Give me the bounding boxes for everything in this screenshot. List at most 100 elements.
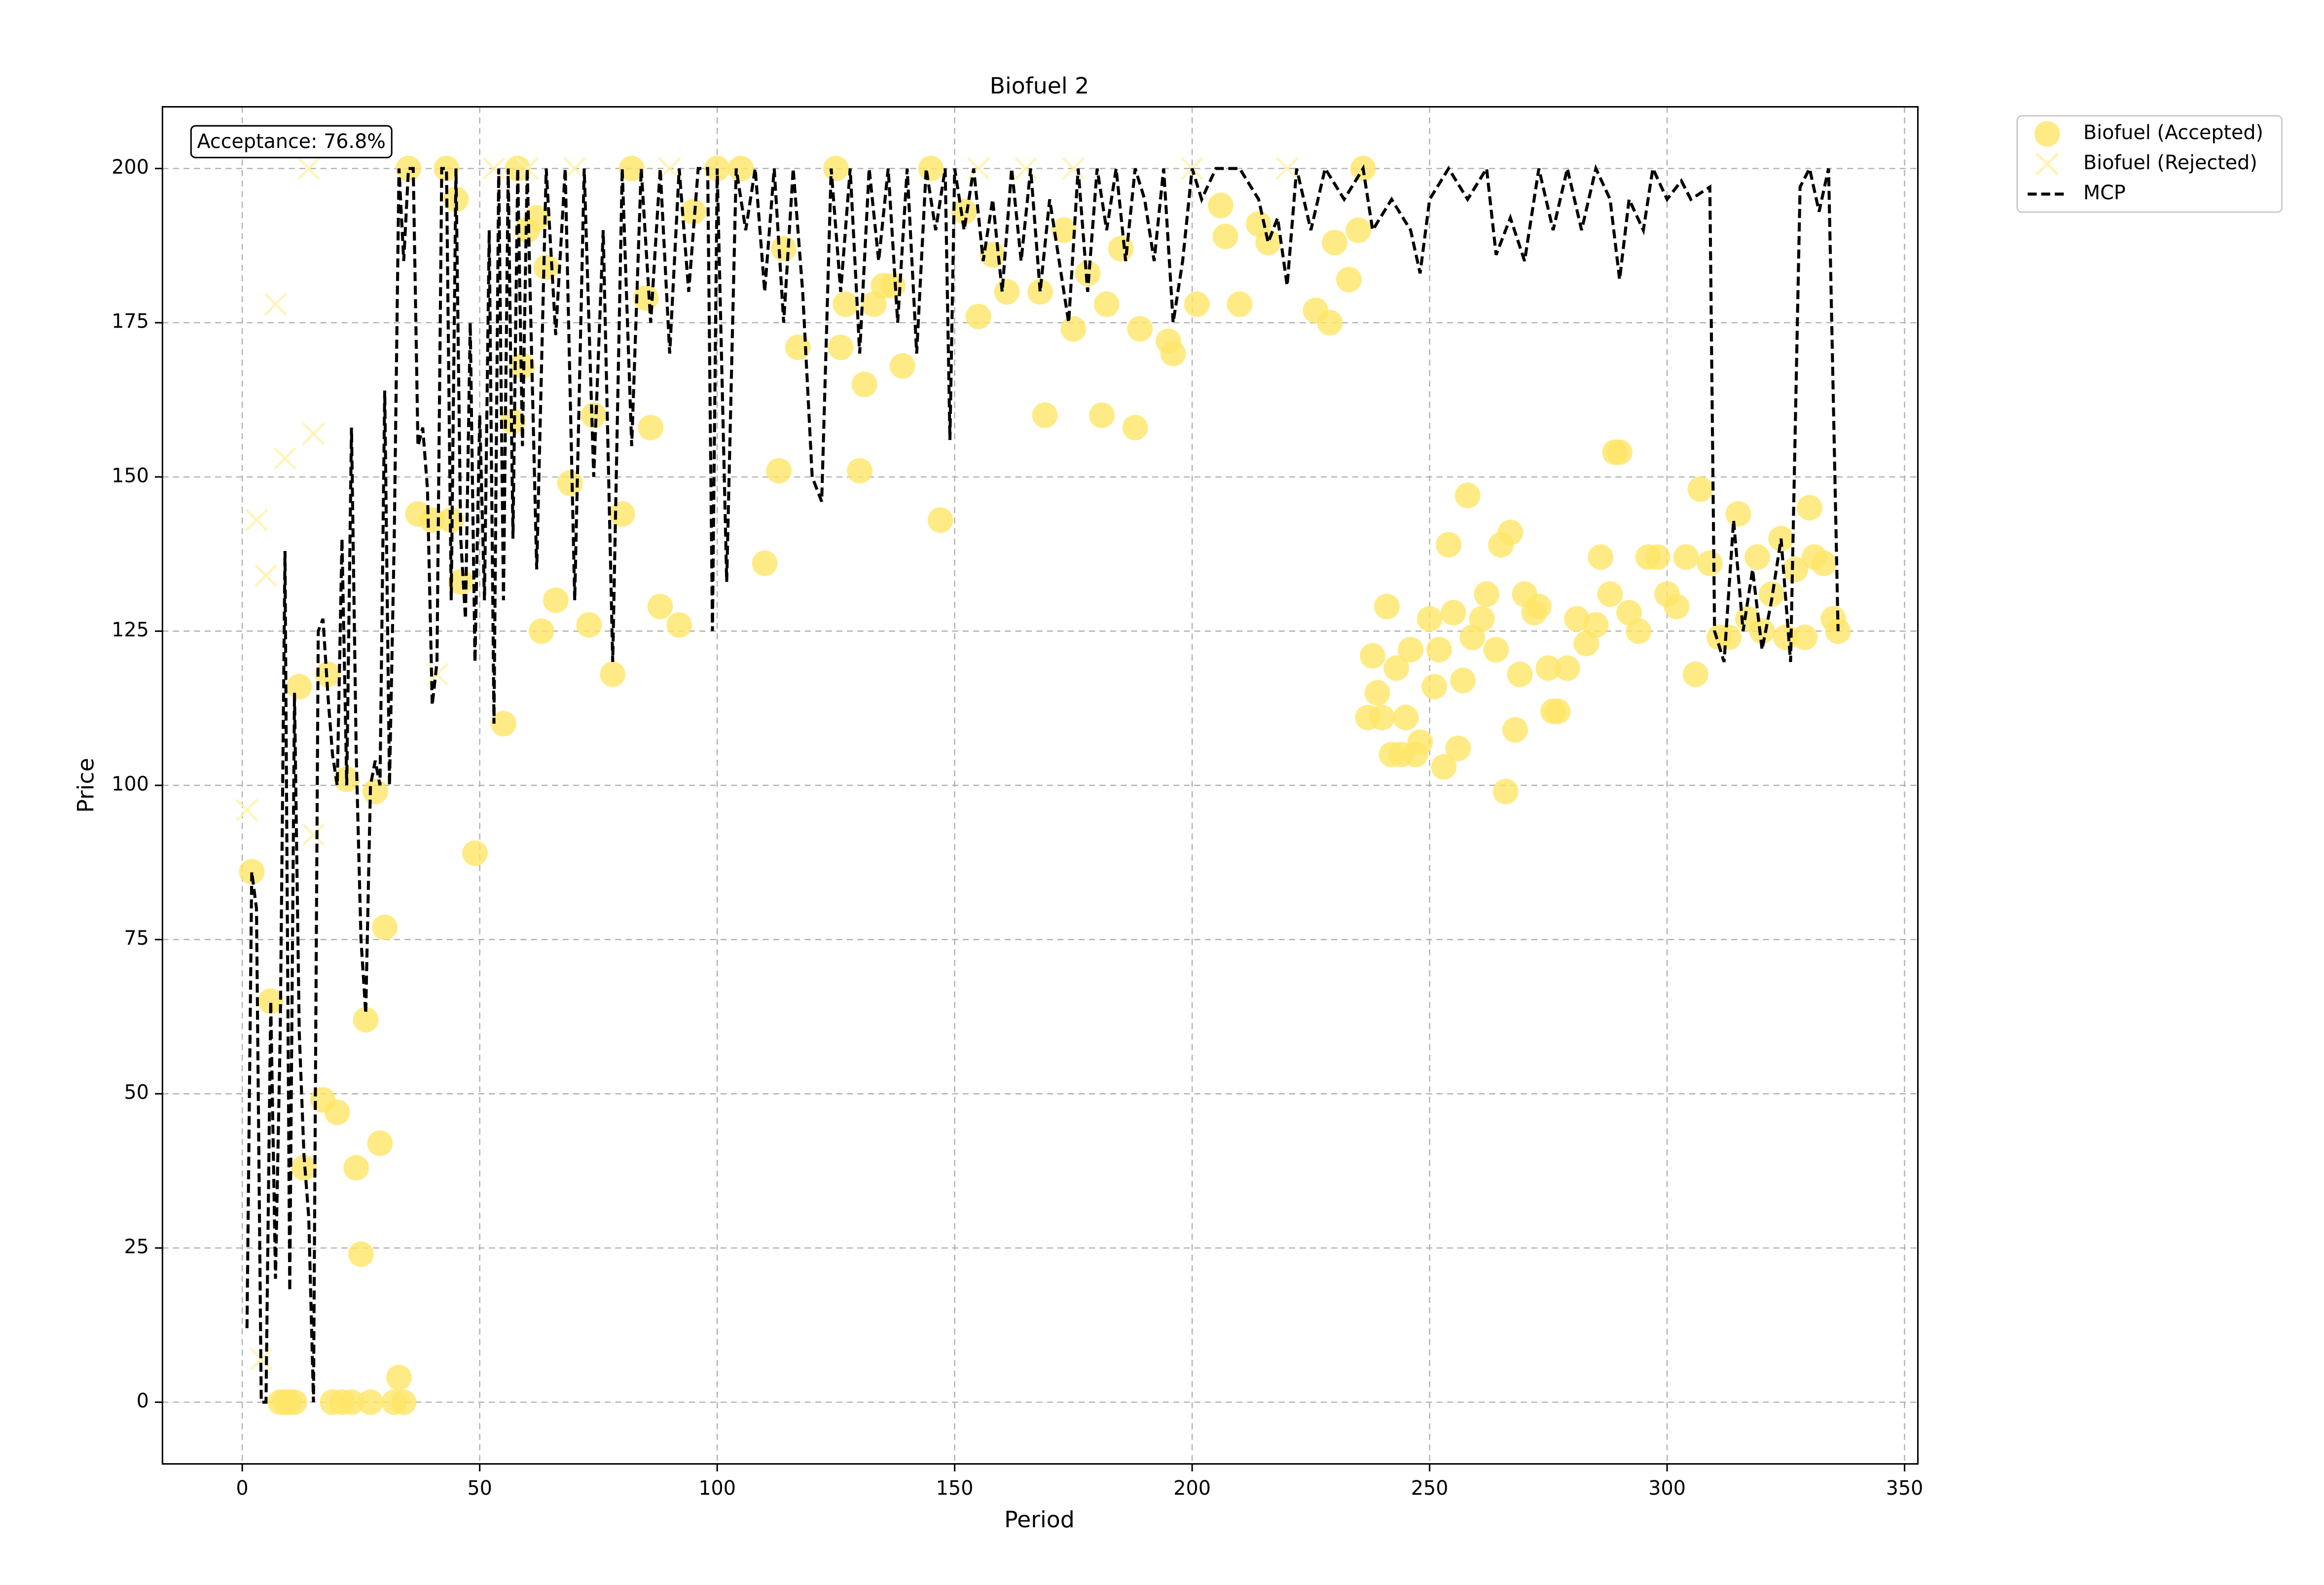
accepted-point	[1426, 636, 1452, 663]
accepted-point	[1583, 612, 1609, 638]
accepted-point	[1469, 606, 1495, 632]
accepted-point	[1212, 223, 1238, 250]
rejected-point	[302, 823, 325, 847]
accepted-point	[1089, 402, 1115, 428]
accepted-point	[1383, 655, 1410, 681]
accepted-point	[1122, 414, 1148, 441]
accepted-point	[1474, 581, 1500, 607]
accepted-point	[557, 470, 583, 496]
y-tick-label: 25	[124, 1235, 149, 1258]
accepted-point	[324, 1099, 350, 1125]
mcp-line	[245, 163, 1840, 1404]
accepted-point	[576, 612, 602, 638]
x-tick-label: 0	[236, 1477, 249, 1500]
accepted-point	[1716, 624, 1742, 650]
accepted-point	[1497, 519, 1524, 546]
accepted-point	[338, 1389, 364, 1415]
accepted-point	[1759, 581, 1784, 607]
y-tick-label: 0	[137, 1390, 149, 1412]
accepted-point	[647, 593, 673, 620]
rejected-point	[515, 157, 539, 180]
accepted-point	[1436, 532, 1462, 558]
accepted-point	[618, 155, 645, 182]
accepted-point	[462, 840, 488, 866]
accepted-point	[1682, 662, 1708, 687]
accepted-point	[965, 303, 991, 330]
accepted-point	[766, 458, 792, 484]
annotation-box	[190, 125, 393, 158]
accepted-point	[847, 458, 872, 484]
accepted-point	[1407, 729, 1433, 755]
accepted-point	[1606, 439, 1633, 465]
x-tick-label: 250	[1411, 1477, 1449, 1500]
accepted-point	[1207, 192, 1234, 219]
accepted-point	[1526, 593, 1552, 620]
accepted-point	[1416, 606, 1443, 632]
legend-swatch	[2035, 152, 2059, 176]
accepted-point	[1398, 636, 1424, 663]
accepted-point	[1369, 704, 1395, 731]
accepted-point	[396, 155, 422, 182]
accepted-point	[633, 285, 659, 311]
accepted-point	[1673, 544, 1699, 570]
rejected-point	[1275, 157, 1299, 180]
accepted-point	[434, 155, 460, 182]
x-tick-label: 200	[1173, 1477, 1211, 1500]
rejected-point	[297, 157, 321, 180]
chart-title: Biofuel 2	[990, 73, 1089, 99]
accepted-point	[771, 236, 797, 262]
rejected-point	[245, 509, 268, 532]
accepted-point	[1492, 778, 1519, 805]
accepted-point	[1445, 736, 1471, 761]
accepted-point	[353, 1007, 379, 1033]
accepted-point	[1255, 229, 1281, 256]
accepted-point	[1507, 662, 1533, 687]
y-tick-label: 75	[124, 927, 149, 950]
accepted-point	[1322, 229, 1347, 256]
accepted-point	[1160, 340, 1186, 367]
accepted-point	[258, 988, 284, 1014]
accepted-point	[1554, 655, 1580, 681]
accepted-point	[1502, 717, 1528, 743]
accepted-point	[728, 155, 754, 182]
accepted-point	[1535, 655, 1561, 681]
rejected-point	[1015, 157, 1038, 180]
accepted-point	[239, 859, 265, 885]
accepted-point	[638, 414, 664, 441]
accepted-point	[1184, 291, 1210, 317]
accepted-point	[533, 254, 559, 280]
accepted-point	[348, 1241, 374, 1267]
accepted-point	[918, 155, 944, 182]
y-axis-label: Price	[73, 758, 99, 813]
accepted-point	[951, 199, 977, 225]
rejected-point	[250, 1347, 273, 1370]
rejected-point	[967, 157, 990, 180]
accepted-point	[362, 778, 388, 805]
accepted-point	[1483, 636, 1509, 663]
x-tick-label: 150	[936, 1477, 974, 1500]
accepted-point	[1075, 260, 1101, 287]
accepted-point	[1588, 544, 1614, 570]
x-tick-label: 300	[1648, 1477, 1686, 1500]
accepted-point	[1364, 680, 1390, 706]
rejected-point	[1062, 157, 1085, 180]
accepted-point	[1317, 310, 1343, 336]
accepted-point	[343, 1155, 369, 1181]
legend-label: MCP	[2083, 182, 2126, 204]
accepted-point	[1345, 217, 1372, 243]
annotation: Acceptance: 76.8%	[197, 130, 386, 153]
accepted-point	[391, 1389, 417, 1415]
accepted-point	[1545, 699, 1571, 724]
accepted-point	[1597, 581, 1623, 607]
accepted-point	[600, 662, 626, 687]
legend-label: Biofuel (Rejected)	[2083, 151, 2257, 174]
accepted-point	[1431, 754, 1457, 780]
accepted-point	[367, 1130, 393, 1156]
accepted-point	[419, 507, 445, 533]
accepted-point	[1664, 593, 1690, 620]
y-tick-label: 100	[111, 773, 149, 796]
accepted-point	[1051, 217, 1077, 243]
